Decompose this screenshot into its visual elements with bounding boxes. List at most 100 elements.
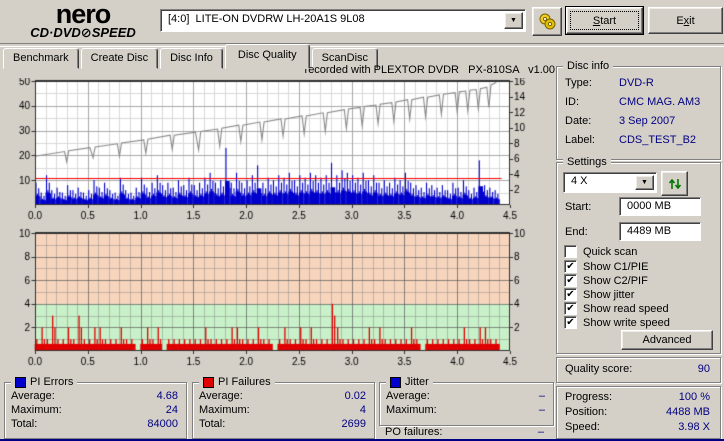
check-icon: ✔ (566, 260, 575, 272)
checkbox-show-read-speed[interactable]: ✔ Show read speed (564, 302, 669, 315)
position-value: 4488 MB (665, 406, 710, 418)
position-label: Position: (565, 406, 608, 418)
check-icon: ✔ (566, 316, 575, 328)
checkbox-label: Quick scan (583, 245, 638, 258)
quality-score-panel: Quality score: 90 (556, 357, 721, 383)
pif-total-label: Total: (199, 418, 226, 430)
checkbox-show-c1-pie[interactable]: ✔ Show C1/PIE (564, 260, 648, 273)
checkbox-show-c2-pif[interactable]: ✔ Show C2/PIF (564, 274, 648, 287)
checkbox-box: ✔ (564, 260, 577, 273)
checkbox-label: Show write speed (583, 316, 670, 329)
pi-failures-panel: PI Failures Average: 0.02 Maximum: 4 Tot… (192, 376, 375, 439)
jitter-average-label: Average: (386, 390, 430, 402)
pie-average-label: Average: (11, 390, 55, 402)
checkbox-show-write-speed[interactable]: ✔ Show write speed (564, 316, 670, 329)
cd-dvd-speed-logo-text: CD·DVD⊘SPEED (30, 25, 136, 40)
pi-failures-color-icon (203, 376, 214, 388)
toolbar-separator (0, 43, 724, 47)
settings-panel: Settings 4 X ▼ Start: 0000 MB End: 4489 … (556, 156, 721, 354)
pi-errors-legend: PI Errors (11, 376, 78, 388)
scan-speed-value: 4 X (571, 175, 588, 187)
start-position-field[interactable]: 0000 MB (619, 197, 701, 216)
checkbox-box: ✔ (564, 288, 577, 301)
quality-score-value: 90 (697, 363, 710, 375)
pie-maximum-label: Maximum: (11, 404, 62, 416)
check-icon: ✔ (566, 274, 575, 286)
end-position-label: End: (565, 226, 588, 238)
jitter-legend: Jitter (386, 376, 433, 388)
disc-date-value: 3 Sep 2007 (619, 115, 676, 127)
pif-maximum-value: 4 (359, 404, 366, 416)
end-position-field[interactable]: 4489 MB (619, 222, 701, 241)
check-icon: ✔ (566, 288, 575, 300)
pi-errors-panel: PI Errors Average: 4.68 Maximum: 24 Tota… (4, 376, 187, 439)
pi-failures-chart (0, 228, 540, 370)
checkbox-box: ✔ (564, 274, 577, 287)
disc-eject-button[interactable] (532, 7, 562, 36)
pif-total-value: 2699 (341, 418, 366, 430)
settings-legend: Settings (563, 156, 611, 168)
progress-label: Progress: (565, 391, 613, 403)
disc-id-value: CMC MAG. AM3 (619, 96, 701, 108)
advanced-button[interactable]: Advanced (621, 330, 713, 350)
disc-label-value: CDS_TEST_B2 (619, 134, 697, 146)
scan-speed-select[interactable]: 4 X ▼ (563, 172, 657, 193)
disc-label-label: Label: (565, 134, 595, 146)
disc-info-legend: Disc info (563, 60, 614, 72)
checkbox-label: Show jitter (583, 288, 635, 301)
pif-average-value: 0.02 (344, 390, 366, 402)
pif-average-label: Average: (199, 390, 243, 402)
jitter-maximum-label: Maximum: (386, 404, 437, 416)
tab-scandisc[interactable]: ScanDisc (311, 48, 379, 69)
refresh-icon (668, 178, 681, 189)
checkbox-box: ✔ (564, 316, 577, 329)
disc-date-label: Date: (565, 115, 592, 127)
drive-select[interactable]: [4:0] LITE-ON DVDRW LH-20A1S 9L08 ▼ (160, 9, 526, 32)
disc-info-panel: Disc info Type: DVD-R ID: CMC MAG. AM3 D… (556, 60, 721, 160)
end-position-value: 4489 MB (627, 225, 672, 237)
progress-value: 100 % (678, 391, 710, 403)
pif-maximum-label: Maximum: (199, 404, 250, 416)
chevron-down-icon[interactable]: ▼ (504, 12, 523, 29)
tab-bar: Benchmark Create Disc Disc Info Disc Qua… (3, 44, 380, 69)
check-icon: ✔ (566, 302, 575, 314)
jitter-average-value: – (538, 390, 545, 402)
pie-total-value: 84000 (147, 418, 178, 430)
pie-maximum-value: 24 (165, 404, 178, 416)
nero-logo-text: nero (55, 0, 112, 29)
refresh-button[interactable] (661, 171, 688, 196)
progress-panel: Progress: 100 % Position: 4488 MB Speed:… (556, 386, 721, 439)
speed-value: 3.98 X (678, 421, 710, 433)
tab-create-disc[interactable]: Create Disc (80, 48, 159, 69)
jitter-maximum-value: – (538, 404, 545, 416)
pie-average-value: 4.68 (156, 390, 178, 402)
checkbox-label: Show C2/PIF (583, 274, 648, 287)
pi-errors-chart (0, 78, 540, 224)
jitter-panel: Jitter Average: – Maximum: – (379, 376, 554, 426)
speed-label: Speed: (565, 421, 600, 433)
po-failures-value: – (537, 426, 544, 438)
checkbox-label: Show read speed (583, 302, 669, 315)
pi-errors-color-icon (15, 376, 26, 388)
disc-id-label: ID: (565, 96, 580, 108)
quality-score-label: Quality score: (565, 363, 633, 375)
tab-disc-info[interactable]: Disc Info (160, 48, 223, 69)
tab-disc-quality[interactable]: Disc Quality (224, 44, 310, 69)
jitter-color-icon (390, 376, 401, 388)
checkbox-label: Show C1/PIE (583, 260, 649, 273)
disc-glyph-icon: ⊘ (80, 25, 92, 40)
checkbox-quick-scan[interactable]: ✔ Quick scan (564, 245, 637, 258)
tab-benchmark[interactable]: Benchmark (3, 48, 79, 69)
po-failures-label: PO failures: (385, 426, 443, 438)
start-position-value: 0000 MB (627, 200, 672, 212)
start-position-label: Start: (565, 201, 592, 213)
pie-total-label: Total: (11, 418, 38, 430)
discs-icon (539, 13, 555, 30)
disc-type-label: Type: (565, 77, 592, 89)
chart-title: recorded with PLEXTOR DVDR PX-810SA v1.0… (304, 64, 555, 76)
chevron-down-icon[interactable]: ▼ (635, 175, 654, 190)
checkbox-show-jitter[interactable]: ✔ Show jitter (564, 288, 634, 301)
